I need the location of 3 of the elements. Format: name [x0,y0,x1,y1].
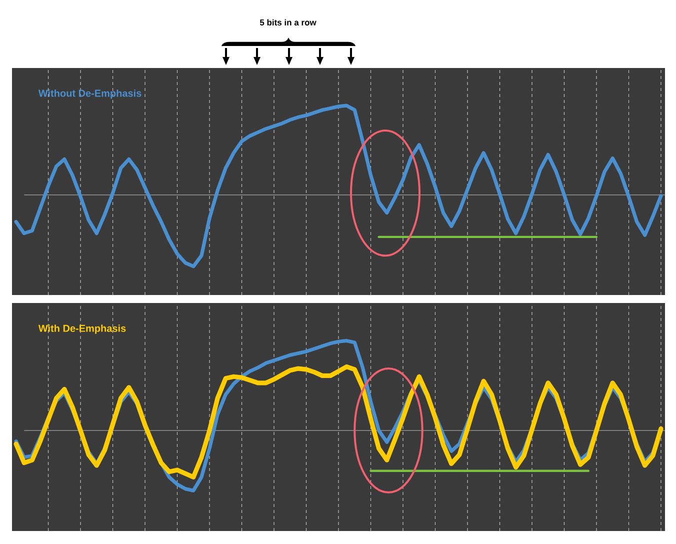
text: 5 bits in a row [260,19,316,26]
text: With De-Emphasis [38,324,126,334]
text: Without De-Emphasis [38,89,142,99]
